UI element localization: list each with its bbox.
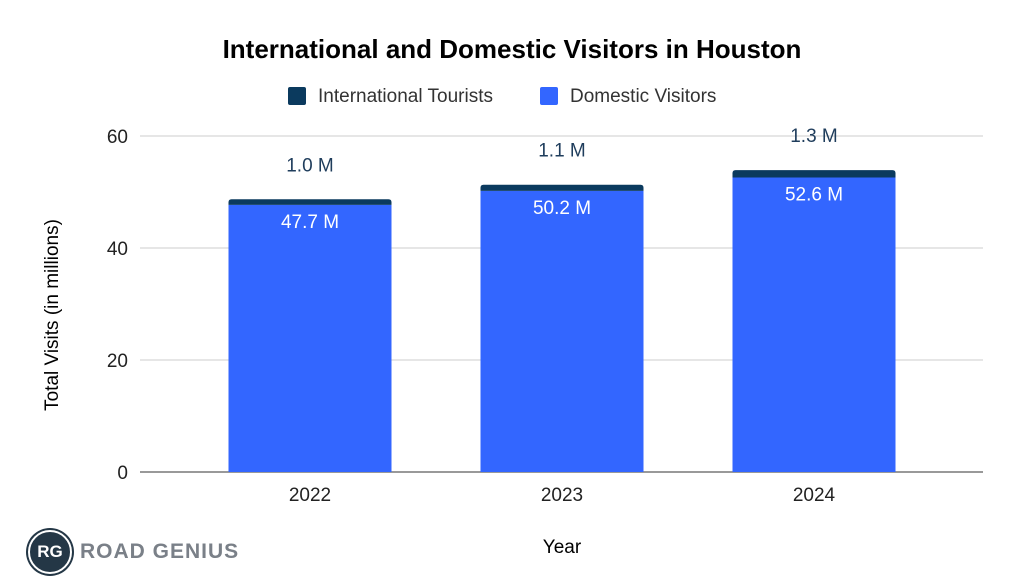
data-label-international: 1.3 M [790, 126, 838, 147]
x-tick-label: 2024 [793, 485, 836, 506]
legend-swatch-international [288, 87, 306, 105]
logo-text: ROAD GENIUS [80, 540, 240, 563]
logo-initials: RG [37, 542, 63, 561]
bar-international [228, 199, 392, 205]
bar-domestic [480, 190, 644, 472]
road-genius-logo: RG ROAD GENIUS [28, 530, 239, 574]
x-tick-label: 2022 [289, 485, 331, 506]
data-label-domestic: 50.2 M [533, 198, 591, 219]
y-axis-label: Total Visits (in millions) [42, 219, 63, 411]
y-tick-label: 0 [117, 463, 128, 484]
y-tick-label: 20 [107, 351, 128, 372]
chart-title: International and Domestic Visitors in H… [223, 34, 802, 64]
legend-label-international: International Tourists [318, 86, 493, 107]
bar-domestic [732, 177, 896, 472]
legend-swatch-domestic [540, 87, 558, 105]
legend-label-domestic: Domestic Visitors [570, 86, 716, 107]
bar-domestic [228, 204, 392, 472]
y-tick-label: 40 [107, 239, 128, 260]
bar-international [480, 184, 644, 191]
x-axis-label: Year [543, 537, 582, 558]
data-label-domestic: 47.7 M [281, 212, 339, 233]
legend: International Tourists Domestic Visitors [288, 86, 716, 107]
y-tick-label: 60 [107, 127, 128, 148]
data-label-international: 1.0 M [286, 155, 334, 176]
bar-international [732, 170, 896, 178]
data-label-domestic: 52.6 M [785, 184, 843, 205]
logo-badge: RG [28, 530, 72, 574]
data-label-international: 1.1 M [538, 141, 586, 162]
x-tick-label: 2023 [541, 485, 583, 506]
